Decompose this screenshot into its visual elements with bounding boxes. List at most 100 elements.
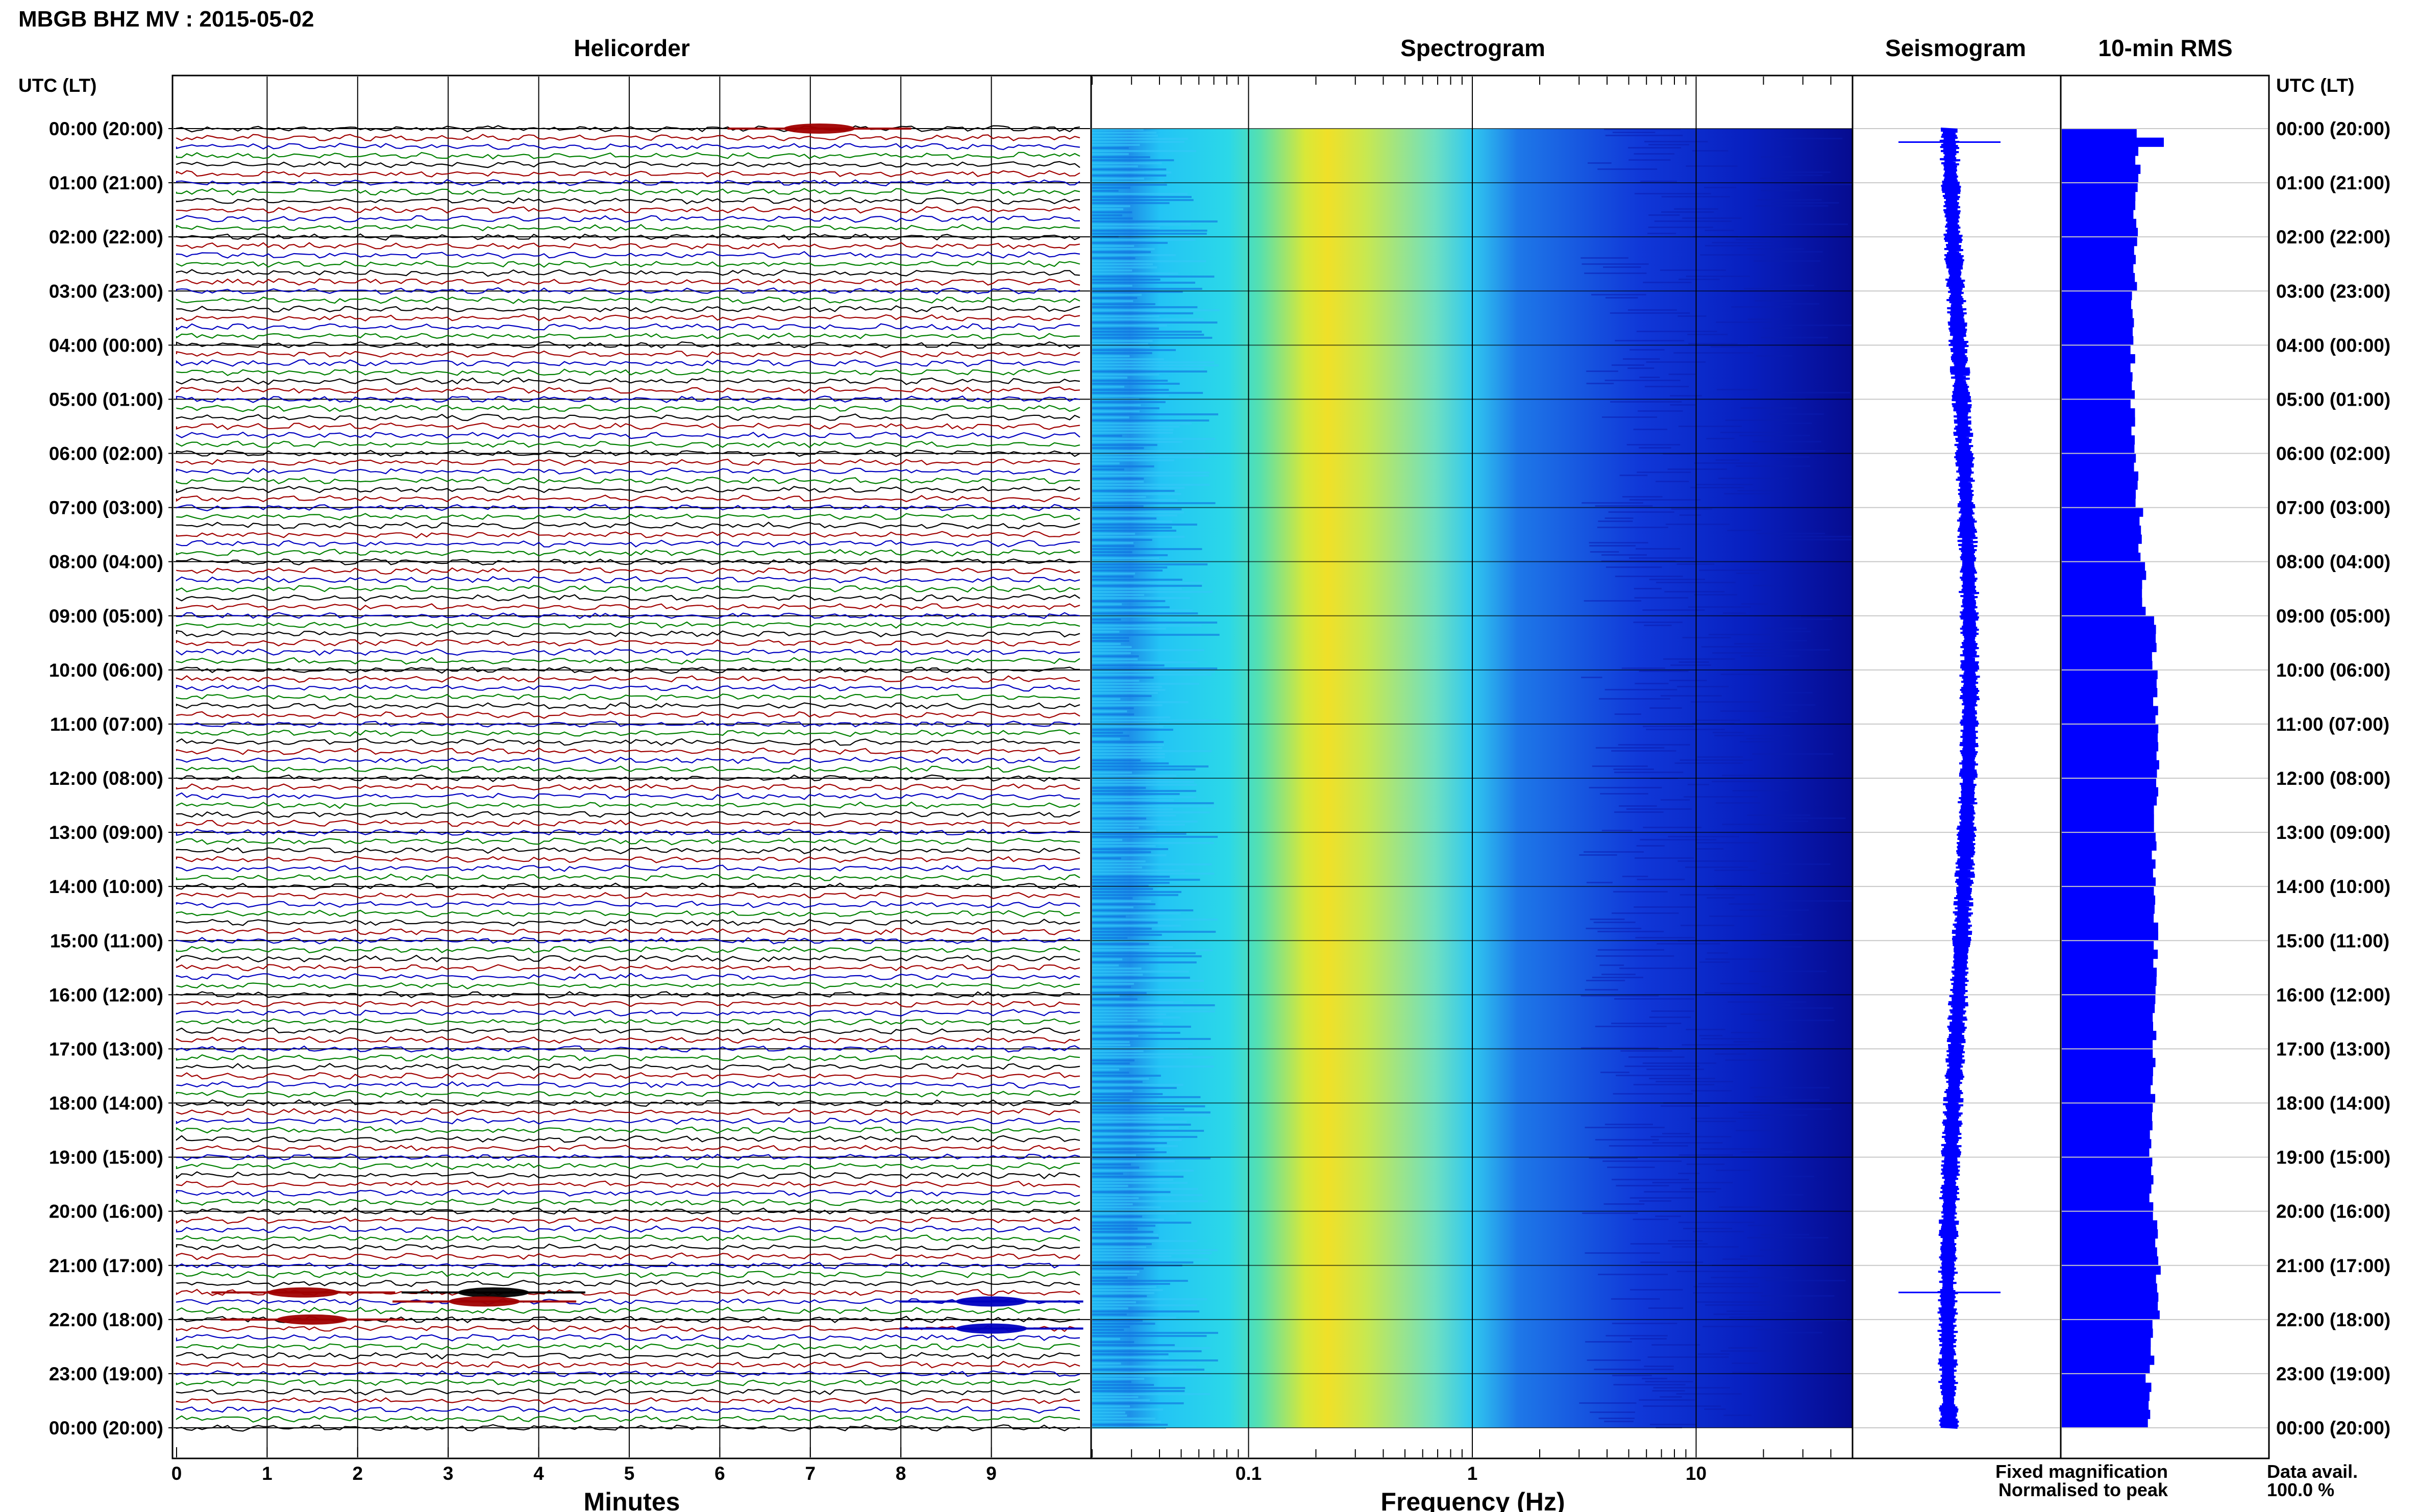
spectrogram-stripe xyxy=(1092,1313,1127,1316)
time-label: 13:00 (09:00) xyxy=(2276,822,2390,843)
spectrogram-stripe xyxy=(1092,175,1167,177)
spectrogram-stripe xyxy=(1092,925,1181,927)
spectrogram-stripe xyxy=(1595,1026,1667,1027)
spectrogram-stripe xyxy=(1645,1381,1693,1382)
spectrogram-stripe xyxy=(1092,300,1133,302)
rms-bar xyxy=(2062,1022,2153,1031)
rms-bar xyxy=(2062,534,2142,544)
spectrogram-stripe xyxy=(1760,873,1789,874)
spectrogram-stripe xyxy=(1597,949,1664,951)
helicorder-line xyxy=(176,1379,1080,1386)
spectrogram-stripe xyxy=(1092,1274,1137,1276)
spectrogram-stripe xyxy=(1601,560,1676,562)
spectrogram-stripe xyxy=(1681,1188,1721,1189)
spectrogram-stripe xyxy=(1635,683,1669,684)
spectrogram-stripe xyxy=(1587,1359,1641,1361)
spectrogram-stripe xyxy=(1582,263,1649,265)
spectrogram-stripe xyxy=(1092,208,1124,210)
time-label: 03:00 (23:00) xyxy=(2276,281,2390,302)
rms-bar xyxy=(2062,1193,2150,1203)
spectrogram-stripe xyxy=(1092,870,1185,872)
rms-bar xyxy=(2062,543,2139,553)
spectrogram-stripe xyxy=(1635,937,1695,938)
spectrogram-stripe xyxy=(1664,591,1725,592)
spectrogram-stripe xyxy=(1770,224,1848,225)
time-label: 20:00 (16:00) xyxy=(2276,1201,2390,1222)
helicorder-line xyxy=(176,1036,1080,1044)
rms-bar xyxy=(2062,1310,2160,1320)
spectrogram-stripe xyxy=(1586,882,1613,883)
spectrogram-stripe xyxy=(1092,772,1132,774)
spectrogram-stripe xyxy=(1743,288,1773,289)
rms-bar xyxy=(2062,1076,2153,1085)
helicorder-events xyxy=(211,123,1083,1334)
spectrogram-stripe xyxy=(1585,1252,1660,1254)
rms-bar xyxy=(2062,435,2135,445)
rms-bar xyxy=(2062,336,2134,345)
spectrogram-stripe xyxy=(1605,135,1683,136)
spectrogram-stripe xyxy=(1092,848,1169,850)
spectrogram-stripe xyxy=(1092,1243,1152,1245)
spectrogram-stripe xyxy=(1092,294,1142,296)
spectrogram-stripe xyxy=(1699,1035,1723,1036)
spectrogram-stripe xyxy=(1092,1225,1155,1227)
spectrogram-stripe xyxy=(1092,677,1154,679)
spectrogram-stripe xyxy=(1092,738,1120,740)
spectrogram-stripe xyxy=(1699,569,1767,571)
spectrogram-stripe xyxy=(1092,1237,1159,1239)
spectrogram-stripe xyxy=(1092,983,1134,985)
spectrogram-stripe xyxy=(1589,787,1662,788)
spectrogram-stripe xyxy=(1766,1280,1846,1281)
time-label: 18:00 (14:00) xyxy=(49,1093,163,1114)
rms-title: 10-min RMS xyxy=(2098,35,2232,61)
spectrogram-stripe xyxy=(1092,416,1129,418)
spectrogram-stripe xyxy=(1092,490,1175,492)
spectrogram-stripe xyxy=(1092,1170,1194,1172)
spectrogram-stripe xyxy=(1656,1081,1734,1082)
spectrogram-stripe xyxy=(1731,1032,1761,1033)
time-label: 07:00 (03:00) xyxy=(2276,498,2390,518)
rms-bar xyxy=(2062,733,2158,742)
spectrogram-grid xyxy=(1092,77,1853,1457)
rms-bar xyxy=(2062,156,2136,165)
spectrogram-stripe xyxy=(1092,334,1204,336)
time-label: 01:00 (21:00) xyxy=(2276,172,2390,193)
helicorder-line xyxy=(176,693,1080,701)
spectrogram-stripe xyxy=(1622,496,1663,498)
spectrogram-stripe xyxy=(1092,1378,1145,1380)
spectrogram-stripe xyxy=(1782,423,1812,424)
spectrogram-stripe xyxy=(1092,753,1165,755)
spectrogram-stripe xyxy=(1092,1114,1211,1117)
helicorder-line xyxy=(176,1352,1080,1360)
spectrogram-stripe xyxy=(1092,1041,1130,1043)
helicorder-line xyxy=(176,738,1080,747)
rms-bar xyxy=(2062,615,2154,625)
rms-bar xyxy=(2062,237,2137,246)
rms-bar xyxy=(2062,173,2138,183)
spectrogram-stripe xyxy=(1622,876,1648,877)
time-label: 14:00 (10:00) xyxy=(49,876,163,897)
spectrogram-stripe xyxy=(1092,435,1122,437)
helicorder-line xyxy=(176,1252,1080,1260)
spectrogram-stripe xyxy=(1682,637,1731,638)
time-label: 04:00 (00:00) xyxy=(2276,335,2390,356)
spectrogram-stripe xyxy=(1696,842,1759,844)
spectrogram-stripe xyxy=(1614,998,1694,1000)
helicorder-line xyxy=(176,269,1080,277)
spectrogram-stripe xyxy=(1092,272,1178,275)
rms-bar xyxy=(2062,1229,2158,1239)
spectrogram-stripe xyxy=(1092,508,1182,510)
spectrogram-stripe xyxy=(1092,343,1148,345)
spectrogram-stripe xyxy=(1667,468,1727,470)
spectrogram-stripe xyxy=(1740,1013,1771,1015)
helicorder-line xyxy=(176,1333,1080,1342)
time-label: 17:00 (13:00) xyxy=(49,1038,163,1059)
helicorder-line xyxy=(176,567,1080,575)
spectrogram-stripe xyxy=(1725,419,1787,421)
helicorder-line xyxy=(176,666,1080,674)
helicorder-line xyxy=(176,1062,1080,1071)
spectrogram-stripe xyxy=(1776,821,1808,822)
spectrogram-stripe xyxy=(1590,1411,1636,1413)
rms-bar xyxy=(2062,372,2133,382)
spectrogram-stripe xyxy=(1092,254,1176,256)
